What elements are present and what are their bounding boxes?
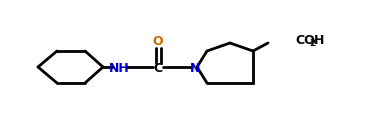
- Text: N: N: [190, 61, 200, 74]
- Text: CO: CO: [295, 33, 315, 46]
- Text: O: O: [153, 34, 163, 47]
- Text: NH: NH: [108, 61, 130, 74]
- Text: H: H: [314, 33, 324, 46]
- Text: 2: 2: [309, 38, 315, 47]
- Text: C: C: [154, 61, 163, 74]
